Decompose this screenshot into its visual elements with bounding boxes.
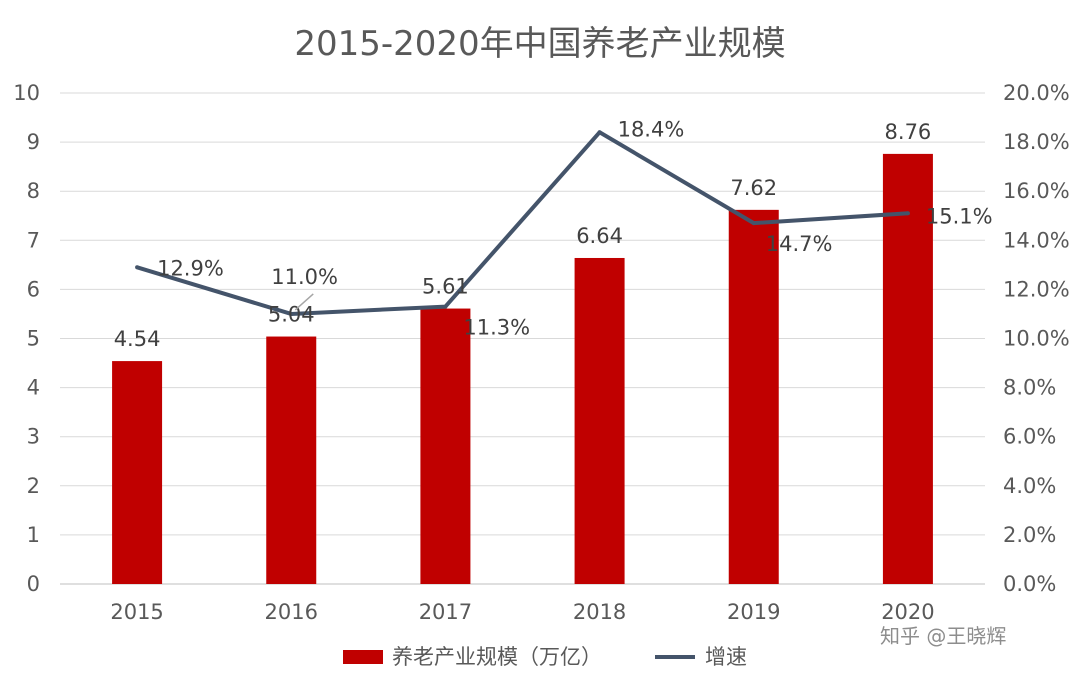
right-tick-label: 14.0%	[1003, 228, 1070, 252]
x-tick-label: 2018	[573, 600, 626, 624]
left-tick-label: 1	[27, 523, 40, 547]
right-tick-label: 16.0%	[1003, 179, 1070, 203]
line-point	[135, 265, 140, 270]
line-point	[751, 221, 756, 226]
bar-value-label: 4.54	[114, 327, 161, 351]
left-tick-label: 0	[27, 572, 40, 596]
x-axis-ticks: 2015 2016 2017 2018 2019 2020	[110, 600, 934, 624]
x-tick-label: 2017	[419, 600, 472, 624]
right-axis-ticks: 0.0% 2.0% 4.0% 6.0% 8.0% 10.0% 12.0% 14.0% 16.0%…	[1003, 81, 1070, 596]
right-tick-label: 2.0%	[1003, 523, 1056, 547]
left-axis-ticks: 0 1 2 3 4 5 6 7 8 9 10	[13, 81, 40, 596]
bar-value-label: 5.04	[268, 303, 315, 327]
left-tick-label: 3	[27, 425, 40, 449]
left-tick-label: 6	[27, 277, 40, 301]
left-tick-label: 4	[27, 376, 40, 400]
x-tick-label: 2016	[265, 600, 318, 624]
left-tick-label: 10	[13, 81, 40, 105]
bar	[420, 308, 471, 584]
bar	[728, 209, 779, 584]
line-series	[135, 130, 910, 316]
x-tick-label: 2020	[881, 600, 934, 624]
legend-bar-label: 养老产业规模（万亿）	[392, 645, 602, 669]
watermark-text: 知乎 @王晓辉	[880, 624, 1006, 648]
right-tick-label: 18.0%	[1003, 130, 1070, 154]
line-value-label: 11.0%	[271, 265, 338, 289]
bar	[266, 336, 317, 584]
line-value-label: 11.3%	[463, 316, 530, 340]
legend: 养老产业规模（万亿） 增速	[343, 645, 747, 669]
bar-value-label: 5.61	[422, 275, 469, 299]
right-tick-label: 12.0%	[1003, 277, 1070, 301]
line-value-label: 15.1%	[926, 204, 993, 228]
chart-title: 2015-2020年中国养老产业规模	[294, 24, 785, 64]
line-point	[289, 311, 294, 316]
bar	[574, 257, 625, 584]
left-tick-label: 9	[27, 130, 40, 154]
right-tick-label: 0.0%	[1003, 572, 1056, 596]
left-tick-label: 8	[27, 179, 40, 203]
right-tick-label: 8.0%	[1003, 376, 1056, 400]
legend-bar-swatch	[343, 650, 383, 664]
left-tick-label: 5	[27, 327, 40, 351]
line-point	[905, 211, 910, 216]
bar-value-label: 6.64	[576, 224, 623, 248]
bar-value-label: 7.62	[730, 176, 777, 200]
bar	[112, 361, 163, 584]
line-path	[136, 130, 909, 316]
x-tick-label: 2015	[110, 600, 163, 624]
line-point	[443, 304, 448, 309]
label-leader-line	[294, 293, 314, 311]
bar-value-label: 8.76	[885, 120, 932, 144]
x-tick-label: 2019	[727, 600, 780, 624]
left-tick-label: 2	[27, 474, 40, 498]
right-tick-label: 6.0%	[1003, 425, 1056, 449]
bar	[882, 153, 933, 584]
right-tick-label: 10.0%	[1003, 327, 1070, 351]
legend-line-label: 增速	[705, 645, 747, 669]
right-tick-label: 4.0%	[1003, 474, 1056, 498]
bar-series	[112, 153, 933, 584]
data-labels: 4.54 5.04 5.61 6.64 7.62 8.76 12.9% 11.0% 11.3% 1…	[114, 117, 993, 351]
line-value-label: 12.9%	[157, 256, 224, 280]
left-tick-label: 7	[27, 228, 40, 252]
line-value-label: 18.4%	[618, 117, 685, 141]
line-point	[597, 130, 602, 135]
right-tick-label: 20.0%	[1003, 81, 1070, 105]
line-value-label: 14.7%	[766, 232, 833, 256]
